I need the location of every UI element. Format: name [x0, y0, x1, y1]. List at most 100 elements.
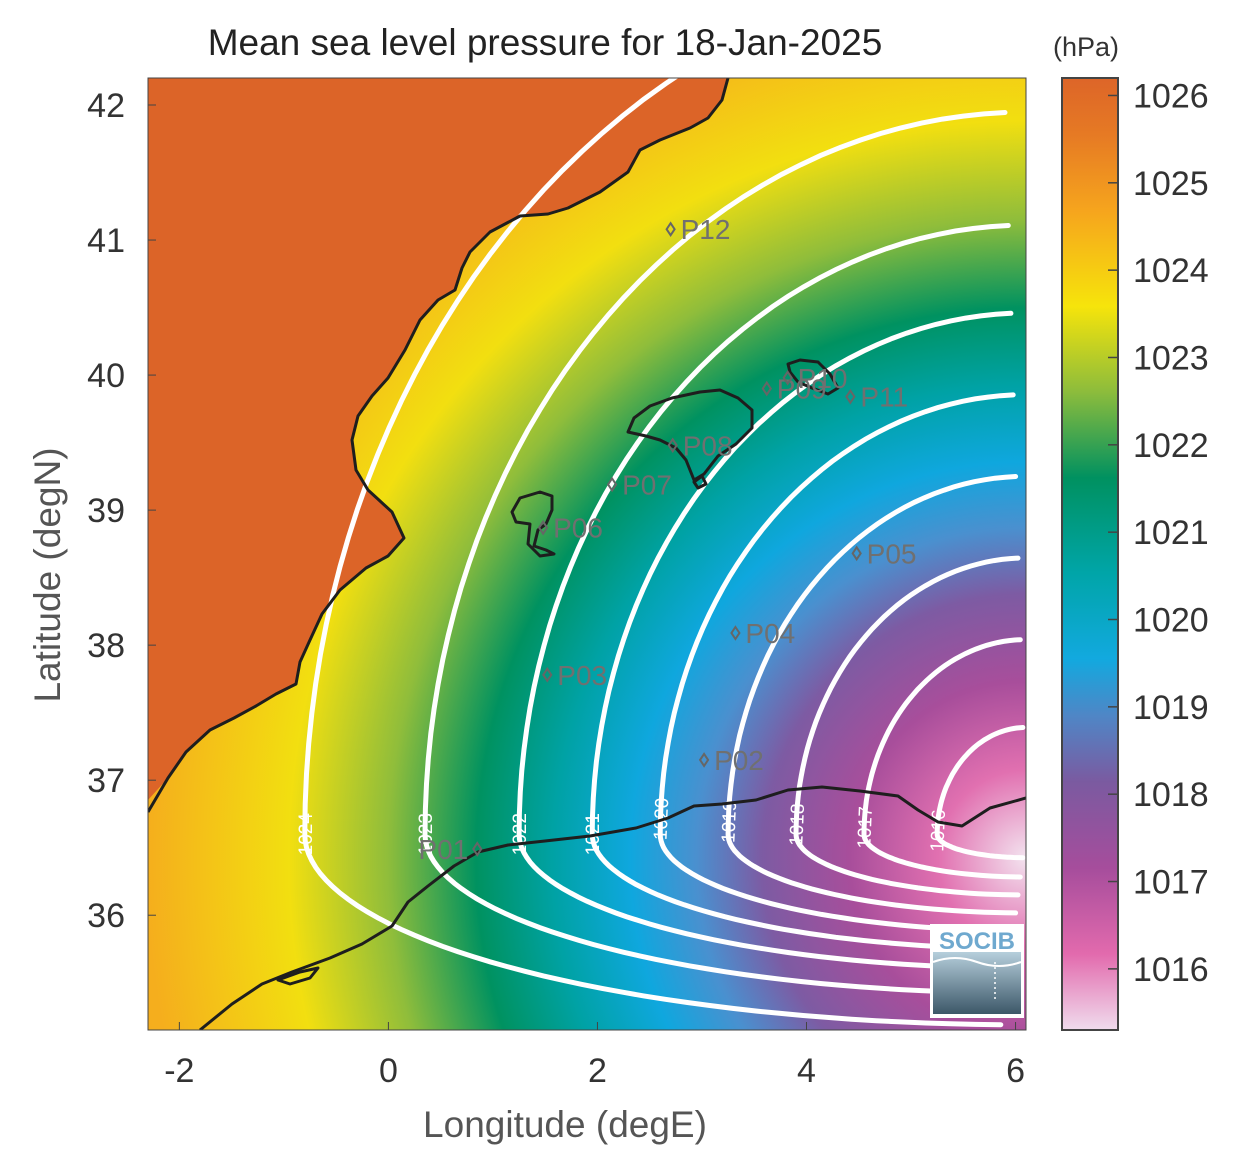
x-tick-label: -2	[164, 1052, 194, 1090]
station-p11: P11	[845, 382, 908, 413]
colorbar-tick-label: 1017	[1133, 864, 1209, 902]
contour-label: 1019	[718, 800, 741, 843]
colorbar-gradient	[1061, 77, 1119, 1031]
station-marker	[782, 369, 793, 386]
coastline-north-africa	[199, 785, 1026, 1030]
colorbar-ticks: 1016 1017 1018 1019 1020 1021 1022 1023 1024 1025…	[1108, 77, 1209, 989]
y-tick-label: 39	[87, 492, 125, 530]
colorbar-tick-label: 1024	[1133, 252, 1209, 290]
contour-label: 1016	[927, 809, 950, 852]
station-marker	[761, 380, 772, 397]
colorbar-tick-label: 1020	[1133, 602, 1209, 640]
station-label: P07	[622, 469, 672, 500]
contour-line	[934, 725, 1026, 861]
y-tick-label: 38	[87, 627, 125, 665]
colorbar-tick-label: 1016	[1133, 951, 1209, 989]
contour-label: 1022	[510, 813, 531, 855]
contour-label-text: 1018	[786, 803, 809, 846]
station-marker	[542, 667, 553, 683]
station-marker	[845, 388, 856, 405]
land-iberia	[148, 78, 728, 800]
station-marker	[698, 752, 710, 768]
station-label: P05	[867, 538, 917, 569]
contour-line	[861, 637, 1023, 880]
colorbar-tick-label: 1023	[1133, 339, 1209, 377]
contour-label-text: 1016	[927, 809, 950, 852]
station-label: P11	[860, 382, 908, 413]
station-label: P01	[418, 834, 468, 865]
station-p05: P05	[851, 538, 917, 569]
y-tick-label: 41	[87, 222, 125, 260]
colorbar-tick-label: 1018	[1133, 776, 1209, 814]
station-label: P04	[745, 618, 795, 649]
station-p02: P02	[698, 745, 764, 776]
contour-line	[725, 474, 1019, 916]
socib-logo: SOCIB	[930, 924, 1024, 1018]
coastline-ibiza	[510, 490, 556, 558]
x-tick-label: 6	[1006, 1052, 1025, 1090]
contour-label: 1018	[786, 803, 809, 846]
station-p04: P04	[730, 618, 795, 649]
station-p06: P06	[537, 513, 603, 544]
station-p01: P01	[418, 834, 483, 865]
station-label: P10	[798, 363, 848, 394]
station-label: P08	[683, 430, 733, 461]
coastlines	[148, 78, 1026, 1030]
contour-label: 1024	[296, 813, 317, 856]
contour-label-text: 1023	[416, 813, 437, 855]
y-axis: 36 37 38 39 40 41 42	[87, 87, 156, 935]
coastline-iberia-east	[148, 78, 730, 813]
plot-frame	[147, 77, 1027, 1031]
station-marker	[537, 519, 549, 536]
station-label: P12	[681, 214, 731, 245]
contour-line	[793, 555, 1021, 898]
coastline-alboran	[276, 966, 320, 986]
x-axis-label: Longitude (degE)	[423, 1104, 707, 1145]
station-marker	[667, 437, 678, 454]
station-label: P03	[557, 660, 607, 691]
contour-line	[302, 78, 1004, 1028]
colorbar-tick-label: 1019	[1133, 689, 1209, 727]
station-p03: P03	[542, 660, 607, 691]
station-marker	[730, 625, 741, 641]
colorbar-tick-label: 1022	[1133, 427, 1209, 465]
x-tick-label: 0	[379, 1052, 398, 1090]
y-tick-label: 36	[87, 897, 125, 935]
contour-label-text: 1017	[854, 806, 877, 849]
station-p12: P12	[665, 214, 731, 245]
station-label: P02	[714, 745, 764, 776]
contour-label: 1023	[416, 813, 437, 855]
chart-title: Mean sea level pressure for 18-Jan-2025	[208, 22, 883, 63]
y-tick-label: 40	[87, 357, 125, 395]
contour-label: 1017	[854, 806, 877, 849]
station-marker	[472, 841, 483, 857]
colorbar-tick-label: 1025	[1133, 165, 1209, 203]
colorbar-unit: (hPa)	[1053, 32, 1119, 62]
station-marker	[606, 476, 618, 493]
socib-logo-text: SOCIB	[939, 928, 1015, 955]
y-axis-label: Latitude (degN)	[27, 447, 68, 702]
contour-label-text: 1019	[718, 800, 741, 843]
contour-line	[657, 392, 1016, 934]
coastline-cabrera	[692, 474, 708, 490]
coastline-mallorca	[626, 388, 754, 482]
x-tick-label: 4	[797, 1052, 816, 1090]
station-marker	[665, 221, 676, 238]
y-tick-label: 37	[87, 762, 125, 800]
coastline-menorca	[786, 358, 840, 396]
station-label: P06	[553, 513, 603, 544]
colorbar-tick-label: 1021	[1133, 514, 1209, 552]
colorbar-tick-label: 1026	[1133, 77, 1209, 115]
x-axis: -2 0 2 4 6	[164, 1022, 1025, 1090]
contour-line	[516, 223, 1011, 971]
contour-line	[422, 110, 1008, 996]
x-tick-label: 2	[588, 1052, 607, 1090]
y-tick-label: 42	[87, 87, 125, 125]
contour-label-text: 1024	[296, 813, 317, 856]
contour-label-text: 1022	[510, 813, 531, 855]
station-marker	[851, 545, 862, 562]
station-p08: P08	[667, 430, 733, 461]
